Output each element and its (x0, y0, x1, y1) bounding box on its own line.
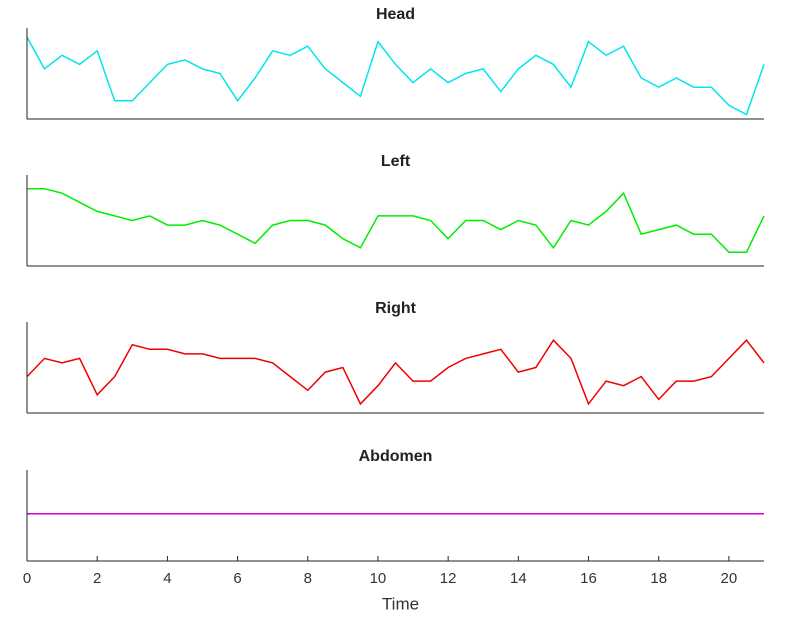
x-tick-label: 18 (650, 570, 667, 587)
subplot-title: Left (381, 153, 411, 170)
x-tick-label: 20 (721, 570, 738, 587)
x-axis-label: Time (382, 594, 419, 613)
x-tick-label: 16 (580, 570, 597, 587)
x-tick-label: 8 (304, 570, 312, 587)
series-line (27, 187, 765, 254)
series-line (26, 36, 765, 116)
x-tick-label: 12 (440, 570, 457, 587)
subplot-title: Right (375, 300, 417, 317)
x-tick-label: 6 (233, 570, 241, 587)
series-line (26, 338, 765, 406)
x-tick-label: 0 (23, 570, 31, 587)
x-tick-label: 4 (163, 570, 171, 587)
subplot-title: Abdomen (359, 448, 433, 465)
subplot-title: Head (376, 6, 415, 23)
x-tick-label: 2 (93, 570, 101, 587)
x-tick-label: 10 (370, 570, 387, 587)
x-tick-label: 14 (510, 570, 527, 587)
